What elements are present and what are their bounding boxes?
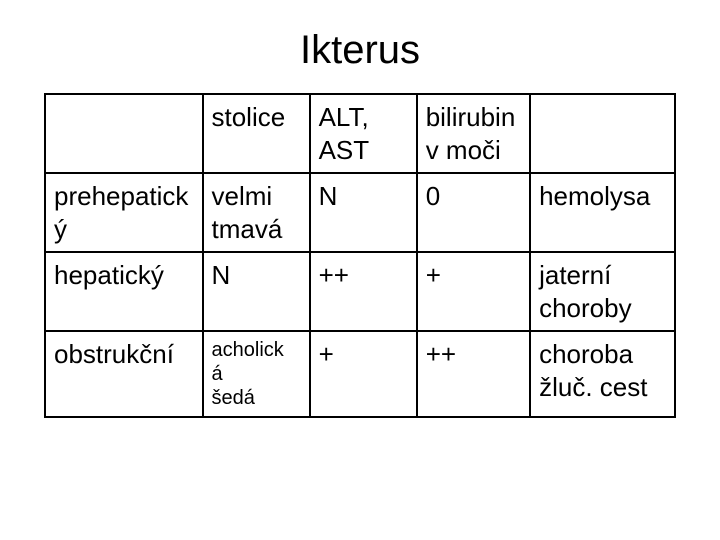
header-bilirubin: bilirubin v moči <box>417 94 530 173</box>
cell-stolice: N <box>203 252 310 331</box>
table-row: obstrukční acholick á šedá + ++ choroba … <box>45 331 675 417</box>
header-stolice: stolice <box>203 94 310 173</box>
cell-note: jaterní choroby <box>530 252 675 331</box>
table-row: hepatický N ++ + jaterní choroby <box>45 252 675 331</box>
cell-bilirubin: 0 <box>417 173 530 252</box>
table-row: prehepatick ý velmi tmavá N 0 hemolysa <box>45 173 675 252</box>
ikterus-table: stolice ALT, AST bilirubin v moči prehep… <box>44 93 676 418</box>
cell-alt-ast: + <box>310 331 417 417</box>
cell-bilirubin: ++ <box>417 331 530 417</box>
slide: Ikterus stolice ALT, AST bilirubin v moč… <box>0 0 720 540</box>
cell-alt-ast: N <box>310 173 417 252</box>
table-container: stolice ALT, AST bilirubin v moči prehep… <box>0 93 720 418</box>
header-alt-ast: ALT, AST <box>310 94 417 173</box>
cell-note: choroba žluč. cest <box>530 331 675 417</box>
cell-label: obstrukční <box>45 331 203 417</box>
cell-label: prehepatick ý <box>45 173 203 252</box>
cell-stolice: acholick á šedá <box>203 331 310 417</box>
table-header-row: stolice ALT, AST bilirubin v moči <box>45 94 675 173</box>
cell-label: hepatický <box>45 252 203 331</box>
cell-note: hemolysa <box>530 173 675 252</box>
header-blank-4 <box>530 94 675 173</box>
cell-alt-ast: ++ <box>310 252 417 331</box>
header-blank-0 <box>45 94 203 173</box>
cell-stolice: velmi tmavá <box>203 173 310 252</box>
cell-bilirubin: + <box>417 252 530 331</box>
page-title: Ikterus <box>0 0 720 93</box>
